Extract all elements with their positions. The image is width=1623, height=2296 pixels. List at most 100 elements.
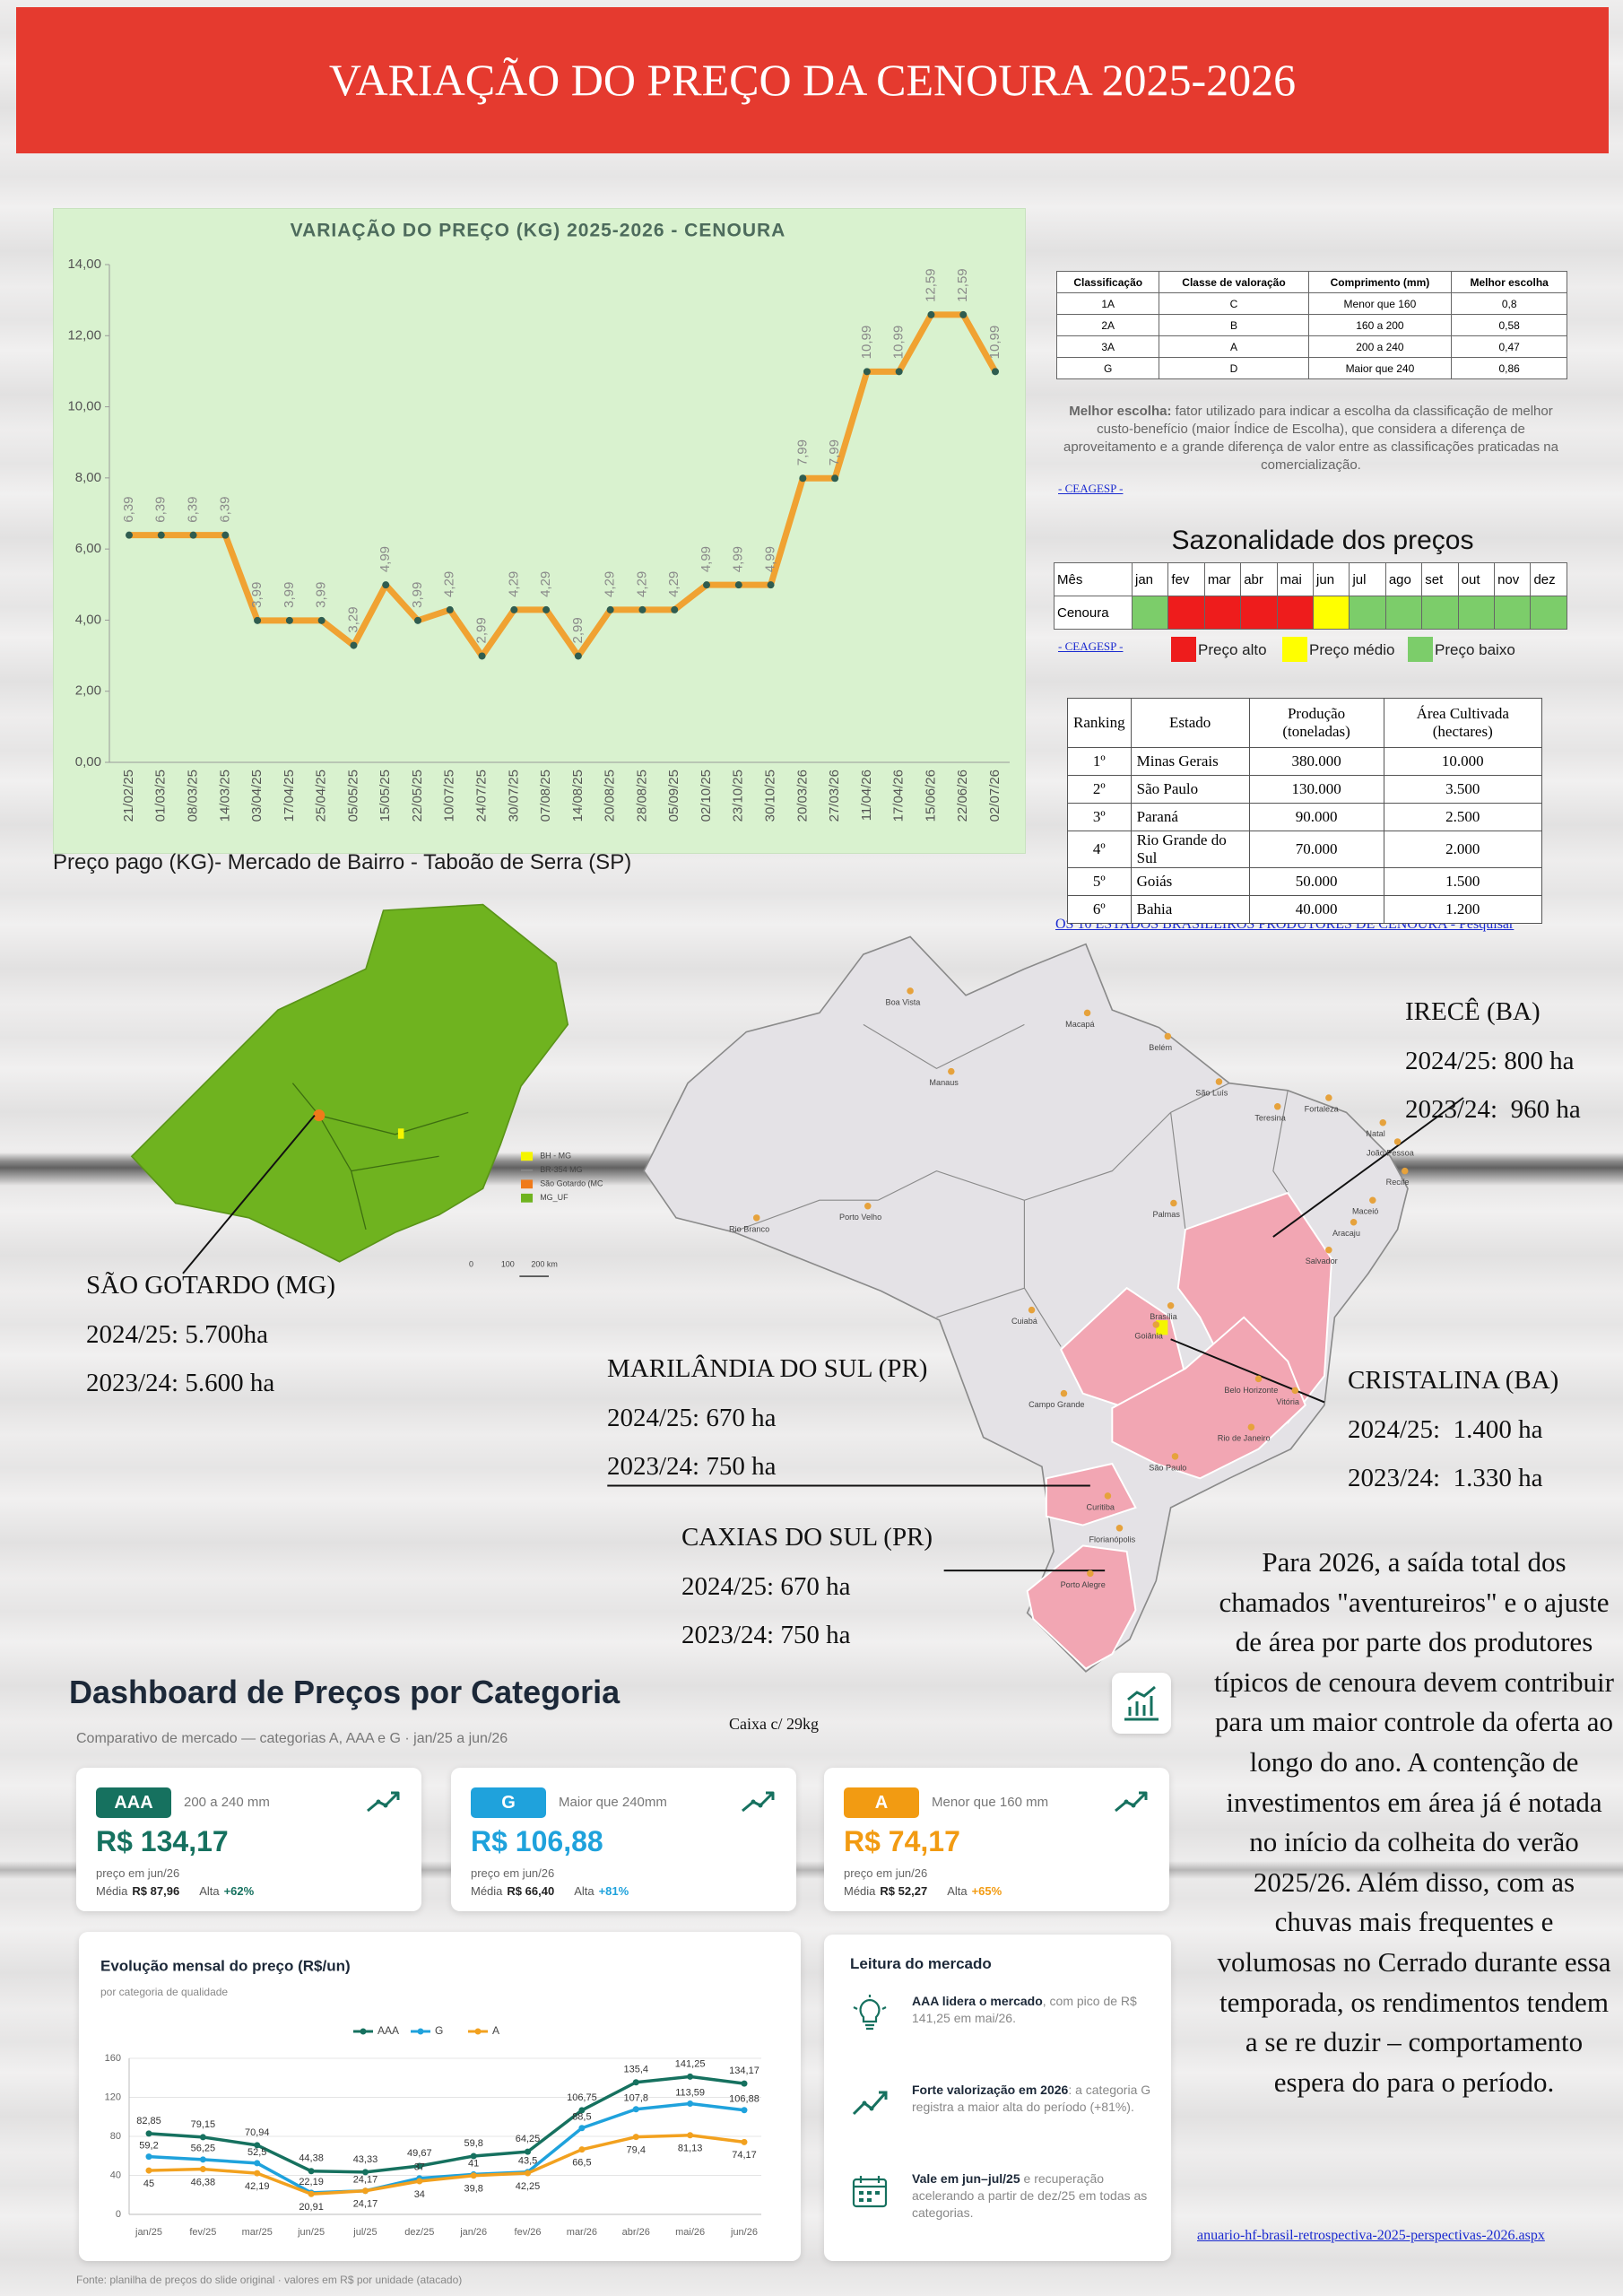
x-tick-label: jan/26 (459, 2227, 487, 2238)
seasonality-table: Mês jan fev mar abr mai jun jul ago set out nov dez C… (1054, 562, 1567, 630)
annotation-value: 2023/24: 960 ha (1405, 1095, 1581, 1124)
avg-label: Média (471, 1884, 503, 1898)
trend-icon (367, 1791, 400, 1813)
city-dot (907, 987, 914, 995)
header-cell: Estado (1130, 698, 1250, 748)
x-tick-label: 05/05/25 (345, 770, 360, 822)
data-point (221, 531, 230, 539)
chart-panel (53, 208, 1026, 854)
category-desc: 200 a 240 mm (184, 1795, 270, 1810)
maps: Boa Vista Manaus Macapá Belém São Luís Teresi… (130, 903, 1464, 1673)
data-point (416, 2178, 423, 2185)
data-label: 3,99 (282, 582, 297, 608)
city-dot (1325, 1094, 1332, 1101)
city-label: Belém (1149, 1043, 1172, 1052)
x-tick-label: 22/05/25 (410, 770, 425, 822)
data-point (126, 531, 133, 539)
header-cell: Produção (toneladas) (1248, 698, 1384, 748)
annotation-title: CAXIAS DO SUL (PR) (681, 1523, 933, 1552)
data-point (446, 605, 454, 613)
note-bold: Melhor escolha: (1069, 404, 1172, 419)
mg-roads (291, 1083, 469, 1231)
x-tick-label: jul/25 (352, 2227, 377, 2238)
insight-text: AAA lidera o mercado, com pico de R$ 141… (912, 1993, 1154, 2027)
dashboard-footer: Fonte: planilha de preços do slide origi… (76, 2274, 463, 2286)
annotation-value: 2024/25: 670 ha (681, 1571, 851, 1601)
producing-states (1026, 1191, 1333, 1670)
data-label: 82,85 (136, 2116, 161, 2126)
season-cell (1203, 596, 1242, 630)
table-cell: 3A (1055, 335, 1160, 358)
data-point (254, 616, 262, 624)
y-tick-label: 6,00 (75, 541, 101, 556)
high-value: +81% (598, 1884, 629, 1898)
table-cell: 90.000 (1248, 803, 1384, 831)
series-line (126, 311, 999, 659)
seasonality-title: Sazonalidade dos preços (1171, 526, 1474, 555)
trend-icon (1115, 1791, 1148, 1813)
data-point (741, 2138, 748, 2145)
data-point (145, 2130, 152, 2137)
city-dot (864, 1203, 872, 1210)
season-cell (1349, 596, 1386, 630)
price-period: preço em jun/26 (471, 1866, 555, 1880)
chart-button[interactable] (1112, 1673, 1171, 1734)
table-row: 3º Paraná 90.000 2.500 (1067, 803, 1543, 831)
city-dot (1247, 1423, 1255, 1431)
data-point (361, 2187, 369, 2195)
annotation-value: 2024/25: 670 ha (607, 1403, 777, 1432)
city-dot (1083, 1009, 1091, 1017)
annotation-title: IRECÊ (BA) (1405, 997, 1541, 1026)
bh-marker (397, 1128, 404, 1139)
x-tick-label: 08/03/25 (186, 770, 201, 822)
season-cell (1421, 596, 1459, 630)
season-cell (1240, 596, 1278, 630)
data-point (145, 2167, 152, 2174)
data-label: 34 (414, 2189, 425, 2200)
x-tick-label: 01/03/25 (153, 770, 169, 822)
data-label: 41 (468, 2158, 479, 2169)
annotation-value: 2023/24: 750 ha (681, 1621, 851, 1649)
data-point (632, 2134, 639, 2141)
source-link[interactable]: - CEAGESP - (1058, 639, 1124, 653)
table-cell: 0,8 (1451, 292, 1567, 315)
leader-line (182, 1114, 316, 1274)
table-row: 6º Bahia 40.000 1.200 (1067, 895, 1543, 924)
table-cell: Maior que 240 (1307, 357, 1453, 379)
scale-label: 100 (501, 1259, 515, 1268)
source-link[interactable]: - CEAGESP - (1058, 482, 1124, 495)
month-cell: fev (1167, 562, 1205, 596)
y-tick-label: 0 (116, 2209, 121, 2220)
category-badge: AAA (96, 1787, 171, 1818)
outlook-link[interactable]: anuario-hf-brasil-retrospectiva-2025-per… (1197, 2228, 1545, 2243)
city-label: Porto Velho (839, 1213, 881, 1222)
annotation-title: CRISTALINA (BA) (1348, 1366, 1559, 1395)
ranking-table: Ranking Estado Produção (toneladas) Área Cu… (1067, 698, 1543, 924)
city-label: Fortaleza (1305, 1104, 1340, 1113)
table-header-row: Classificação Classe de valoração Comprime… (1055, 271, 1567, 293)
scale-label: 200 km (531, 1259, 557, 1268)
data-point (478, 652, 486, 660)
category-badge: G (471, 1787, 546, 1818)
table-cell: Paraná (1130, 803, 1250, 831)
price: R$ 134,17 (96, 1825, 229, 1857)
legend-label: MG_UF (540, 1193, 568, 1202)
city-dot (1060, 1389, 1068, 1397)
data-label: 4,29 (666, 571, 681, 597)
leader-lines (182, 1097, 1464, 1572)
data-label: 141,25 (675, 2058, 706, 2069)
x-tick-label: 02/07/26 (987, 770, 1002, 822)
avg-value: R$ 66,40 (507, 1884, 555, 1898)
city-label: Florianópolis (1089, 1535, 1135, 1544)
city-label: Rio de Janeiro (1218, 1434, 1271, 1443)
x-tick-label: jun/26 (730, 2227, 758, 2238)
city-label: Manaus (929, 1078, 959, 1087)
chart-icon (1124, 1685, 1159, 1721)
data-label: 4,99 (378, 546, 393, 572)
data-point (863, 368, 871, 376)
x-tick-label: 28/08/25 (634, 770, 649, 822)
data-label: 2,99 (570, 617, 586, 643)
data-point (157, 531, 165, 539)
city-label: Rio Branco (729, 1224, 769, 1233)
annotation-title: MARILÂNDIA DO SUL (PR) (607, 1354, 928, 1383)
